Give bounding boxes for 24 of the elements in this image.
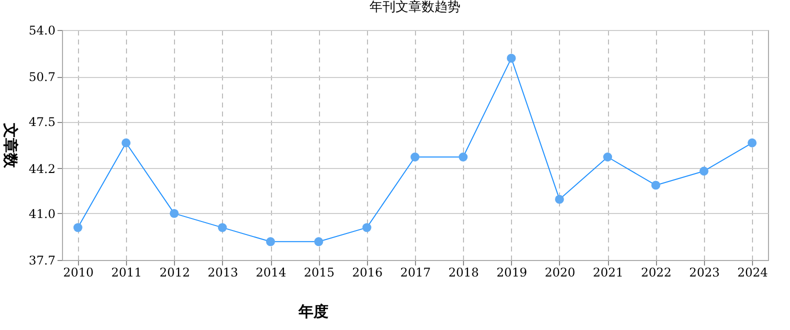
x-tick-label: 2019	[496, 266, 528, 280]
y-axis-title: 文章数	[2, 122, 20, 169]
x-tick-label: 2018	[448, 266, 479, 280]
y-tick-label: 37.7	[28, 254, 56, 268]
y-tick-label: 41.0	[28, 206, 56, 221]
x-tick-label: 2017	[400, 266, 431, 280]
y-tick-label: 47.5	[28, 115, 56, 130]
x-tick-label: 2016	[352, 266, 383, 280]
x-tick-label: 2015	[304, 266, 334, 280]
x-axis-title: 年度	[298, 302, 328, 320]
x-tick-label: 2023	[689, 266, 720, 280]
y-tick-label: 50.7	[28, 70, 56, 84]
chart-title: 年刊文章数趋势	[370, 0, 460, 15]
y-tick-label: 44.2	[28, 162, 56, 176]
x-tick-label: 2012	[159, 266, 190, 280]
x-tick-label: 2011	[111, 266, 142, 280]
x-tick-label: 2020	[544, 266, 576, 280]
y-tick-label: 54.0	[28, 24, 56, 38]
x-tick-label: 2024	[737, 266, 768, 280]
x-tick-label: 2013	[208, 266, 238, 280]
x-tick-label: 2014	[256, 266, 287, 280]
x-tick-label: 2021	[592, 266, 624, 280]
x-tick-label: 2022	[641, 266, 672, 280]
x-tick-label: 2010	[63, 266, 94, 280]
